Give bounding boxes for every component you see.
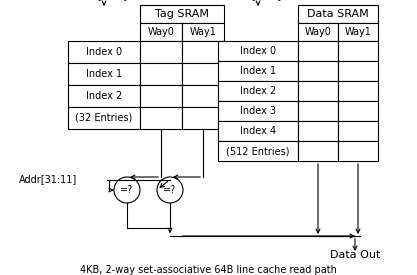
Bar xyxy=(338,141,378,161)
Text: =?: =? xyxy=(163,185,177,195)
Bar xyxy=(298,61,338,81)
Bar xyxy=(218,141,298,161)
Bar xyxy=(298,5,378,23)
Text: Way0: Way0 xyxy=(304,27,332,37)
Bar xyxy=(218,81,298,101)
Bar xyxy=(68,63,140,85)
Bar xyxy=(298,121,338,141)
Bar xyxy=(182,41,224,63)
Bar xyxy=(140,63,182,85)
Bar xyxy=(298,23,338,41)
Bar xyxy=(298,141,338,161)
Text: Tag SRAM: Tag SRAM xyxy=(155,9,209,19)
Bar xyxy=(140,107,182,129)
Text: =?: =? xyxy=(121,185,133,195)
Text: Index 0: Index 0 xyxy=(240,46,276,56)
Text: Index 0: Index 0 xyxy=(86,47,122,57)
Bar xyxy=(298,101,338,121)
Bar xyxy=(298,81,338,101)
Text: Index 1: Index 1 xyxy=(240,66,276,76)
Bar xyxy=(338,81,378,101)
Bar xyxy=(68,41,140,63)
Bar xyxy=(140,23,182,41)
Circle shape xyxy=(114,177,140,203)
Text: 4KB, 2-way set-associative 64B line cache read path: 4KB, 2-way set-associative 64B line cach… xyxy=(80,265,337,275)
Text: Index 2: Index 2 xyxy=(240,86,276,96)
Text: (512 Entries): (512 Entries) xyxy=(226,146,290,156)
Bar xyxy=(182,85,224,107)
Text: Data Out: Data Out xyxy=(330,250,380,260)
Text: Index 1: Index 1 xyxy=(86,69,122,79)
Bar xyxy=(218,41,298,61)
Bar xyxy=(140,41,182,63)
Text: Way0: Way0 xyxy=(148,27,174,37)
Bar xyxy=(182,107,224,129)
Text: Addr[31:11]: Addr[31:11] xyxy=(19,175,77,185)
Bar xyxy=(338,61,378,81)
Text: Index 4: Index 4 xyxy=(240,126,276,136)
Circle shape xyxy=(157,177,183,203)
Text: Data SRAM: Data SRAM xyxy=(307,9,369,19)
Bar xyxy=(298,41,338,61)
Bar xyxy=(68,85,140,107)
Text: (32 Entries): (32 Entries) xyxy=(75,113,133,123)
Bar xyxy=(68,107,140,129)
Bar xyxy=(218,101,298,121)
Bar xyxy=(140,85,182,107)
Text: Index 2: Index 2 xyxy=(86,91,122,101)
Bar xyxy=(338,23,378,41)
Bar xyxy=(338,41,378,61)
Bar xyxy=(182,23,224,41)
Bar xyxy=(338,121,378,141)
Text: Way1: Way1 xyxy=(344,27,372,37)
Bar xyxy=(218,61,298,81)
Text: Way1: Way1 xyxy=(190,27,216,37)
Bar xyxy=(338,101,378,121)
Bar xyxy=(182,63,224,85)
Bar xyxy=(140,5,224,23)
Text: Index 3: Index 3 xyxy=(240,106,276,116)
Bar xyxy=(218,121,298,141)
